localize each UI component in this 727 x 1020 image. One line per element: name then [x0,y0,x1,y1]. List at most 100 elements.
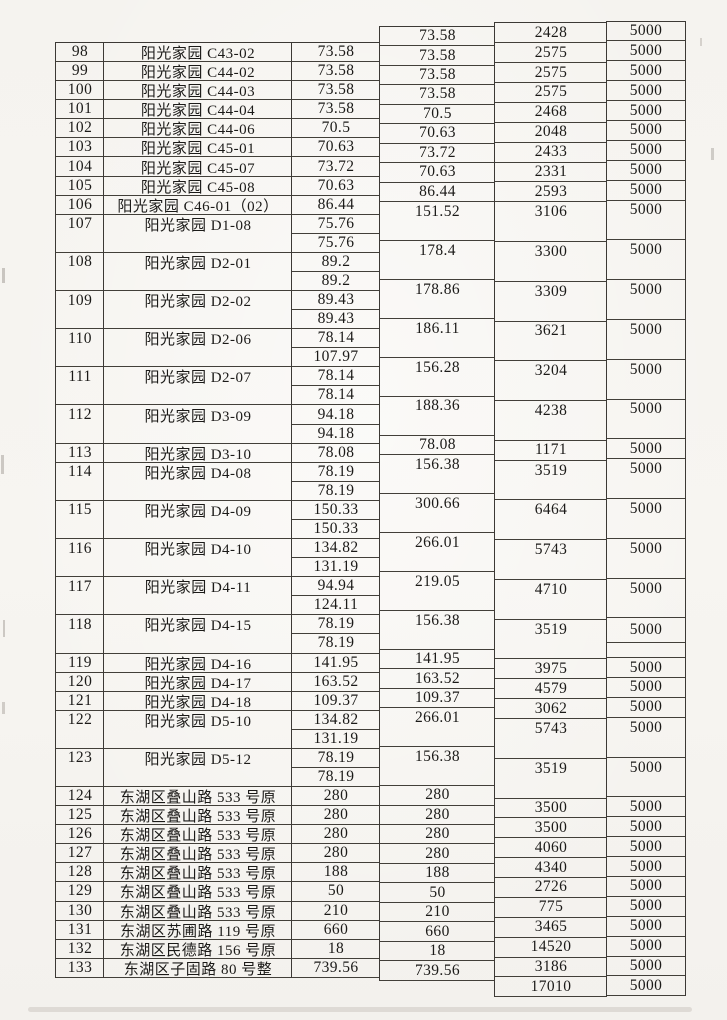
total-area-cell: 156.38 [380,611,495,650]
column-name: 阳光家园 C43-02 阳光家园 C44-02 阳光家园 C44-03 阳光家园 C4… [103,42,292,978]
fee-cell [607,643,685,659]
area-cell-text: 78.08 [317,443,355,461]
fee-cell: 5000 [607,917,685,937]
name-cell: 阳光家园 D5-12 [104,749,292,788]
area-cell-text: 78.14 [317,329,355,347]
row-number-cell-text: 102 [67,119,93,137]
row-number-cell-text: 118 [68,615,92,633]
row-number-cell-text: 104 [67,157,93,175]
area-cell-text: 78.19 [317,615,355,633]
name-cell: 阳光家园 C45-07 [104,157,292,177]
amount-cell-text: 6464 [534,501,568,519]
area-cell-text: 89.2 [321,252,351,270]
name-cell: 阳光家园 D4-09 [104,501,292,540]
area-cell: 73.58 [292,100,380,120]
fee-cell-text: 5000 [629,281,663,299]
area-cell-text: 78.19 [317,768,355,785]
name-cell-text: 东湖区叠山路 533 号原 [119,809,277,826]
row-number-cell: 111 [56,367,104,406]
fee-cell-text: 5000 [629,81,663,99]
name-cell: 东湖区苏圃路 119 号原 [104,921,292,940]
total-area-cell-text: 156.38 [414,747,461,765]
area-cell-text: 73.58 [317,81,355,99]
total-area-cell: 73.58 [380,85,495,105]
name-cell-text: 东湖区子固路 80 号整 [123,961,273,978]
row-number-cell: 104 [56,157,104,177]
fee-cell: 5000 [607,41,685,62]
row-number-cell: 101 [56,100,104,120]
name-cell: 阳光家园 D4-18 [104,692,292,711]
amount-cell: 3500 [495,799,607,819]
name-cell: 阳光家园 D4-15 [104,615,292,654]
fee-cell: 5000 [607,439,685,460]
area-cell: 280 [292,787,380,807]
fee-cell: 5000 [607,539,685,579]
total-area-cell: 73.58 [380,27,495,47]
area-cell: 78.19 [292,749,380,768]
fee-cell-text: 5000 [629,877,663,895]
total-area-cell: 73.58 [380,46,495,66]
name-cell-text: 阳光家园 C45-08 [140,179,256,196]
name-cell: 阳光家园 C44-02 [104,62,292,82]
row-number-cell: 123 [56,749,104,788]
total-area-cell-text: 300.66 [414,494,461,512]
name-cell: 阳光家园 D4-10 [104,539,292,578]
name-cell-text: 阳光家园 D2-02 [144,294,252,311]
amount-cell: 3186 [495,958,607,978]
amount-cell-text: 2048 [534,123,568,141]
fee-cell-text: 5000 [629,41,663,59]
fee-cell-text: 5000 [629,837,663,855]
amount-cell: 5743 [495,719,607,759]
fee-cell-text: 5000 [629,320,663,338]
row-number-cell-text: 131 [67,920,93,938]
name-cell-text: 阳光家园 D3-09 [144,408,252,425]
row-number-cell-text: 114 [68,463,92,481]
area-cell-text: 89.43 [317,291,355,309]
fee-cell: 5000 [607,81,685,102]
amount-cell: 3465 [495,918,607,938]
area-cell-text: 210 [323,901,349,919]
fee-cell: 5000 [607,201,685,241]
amount-cell: 4579 [495,679,607,700]
area-cell-text: 78.14 [317,386,355,404]
fee-cell-text: 5000 [629,61,663,79]
area-cell-text: 78.19 [317,748,355,766]
area-cell-text: 131.19 [313,729,359,747]
amount-cell-text: 5743 [534,719,568,737]
area-cell: 78.19 [292,768,380,788]
amount-cell-text: 3519 [534,759,568,777]
amount-cell: 3106 [495,202,607,243]
area-cell: 163.52 [292,673,380,692]
amount-cell: 2575 [495,43,607,64]
row-number-cell: 127 [56,844,104,864]
row-number-cell-text: 109 [67,291,93,309]
row-number-cell: 103 [56,138,104,158]
name-cell: 阳光家园 C44-03 [104,81,292,101]
row-number-cell: 124 [56,787,104,807]
total-area-cell: 78.08 [380,436,495,456]
row-number-cell-text: 120 [67,672,93,690]
amount-cell-text: 2428 [534,23,568,41]
area-cell-text: 94.18 [317,405,355,423]
amount-cell: 1171 [495,441,607,461]
total-area-cell: 280 [380,806,495,826]
name-cell: 东湖区叠山路 533 号原 [104,806,292,826]
area-cell: 78.14 [292,367,380,387]
fee-cell-text: 5000 [629,539,663,557]
name-cell: 东湖区叠山路 533 号原 [104,902,292,921]
row-number-cell-text: 117 [68,577,92,595]
row-number-cell: 118 [56,615,104,654]
area-cell: 78.19 [292,482,380,501]
total-area-cell: 156.38 [380,455,495,495]
total-area-cell-text: 70.63 [419,163,456,181]
name-cell: 阳光家园 C43-02 [104,43,292,63]
amount-cell-text: 4579 [534,679,568,697]
name-cell: 阳光家园 C45-01 [104,138,292,158]
area-cell: 134.82 [292,539,380,559]
area-cell-text: 150.33 [313,519,359,537]
row-number-cell: 115 [56,501,104,540]
amount-cell-text: 5743 [534,541,568,559]
name-cell-text: 东湖区叠山路 533 号原 [119,790,277,807]
name-cell: 阳光家园 D2-01 [104,253,292,292]
name-cell-text: 阳光家园 D4-15 [144,618,252,635]
